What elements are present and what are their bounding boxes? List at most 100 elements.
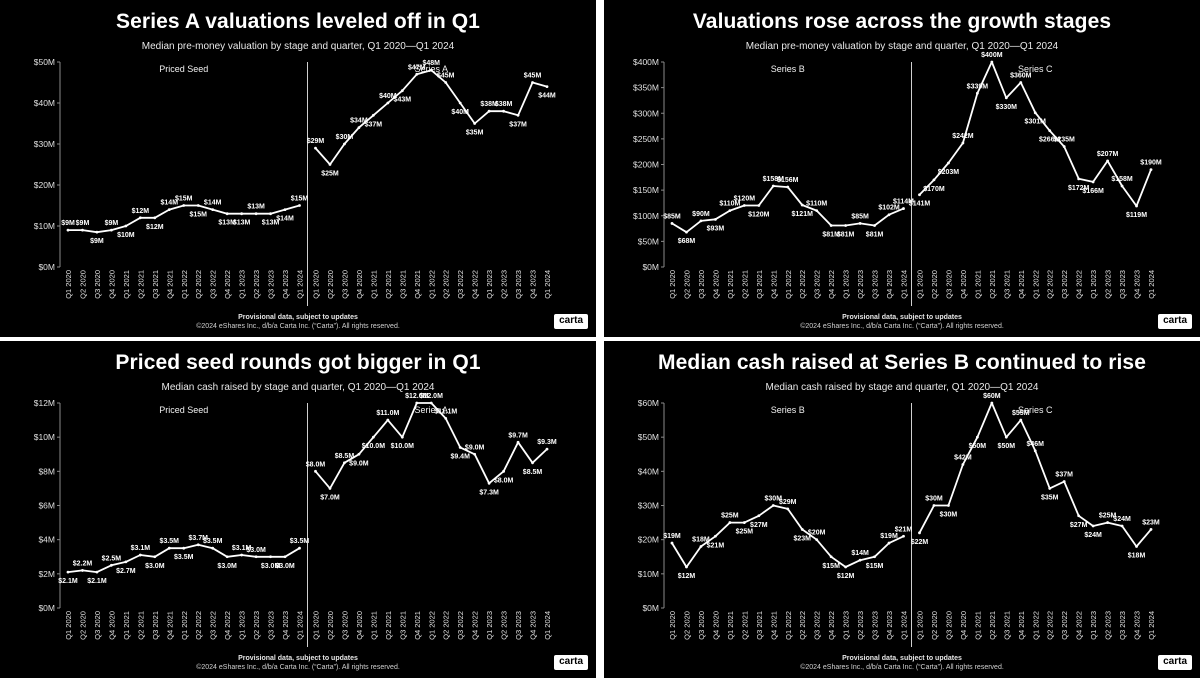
data-label: $3.0M [145, 563, 165, 570]
x-tick-label: Q1 2021 [122, 611, 131, 640]
data-point [328, 163, 332, 166]
data-point [1120, 184, 1124, 188]
data-label: $9M [105, 220, 119, 227]
data-label: $40M [451, 109, 469, 116]
x-tick-label: Q3 2023 [267, 611, 276, 640]
x-tick-label: Q1 2020 [64, 611, 73, 640]
x-tick-label: Q2 2022 [442, 611, 451, 640]
data-point [932, 504, 936, 507]
data-point [887, 541, 891, 545]
data-label: $242M [952, 133, 974, 140]
data-label: $3.0M [275, 563, 295, 570]
data-point [1106, 159, 1109, 163]
y-tick-label: $20M [34, 180, 55, 190]
x-tick-label: Q1 2022 [427, 270, 436, 299]
data-label: $2.1M [58, 578, 78, 585]
line-chart: $0M $2M $4M $6M $8M $10M $12M Priced Seed $2.1M Q… [34, 393, 557, 647]
data-point [473, 452, 477, 456]
series-line [314, 402, 548, 490]
data-label: $14M [851, 550, 869, 557]
x-tick-label: Q3 2023 [871, 270, 880, 299]
x-tick-label: Q2 2021 [136, 611, 145, 640]
data-point [947, 161, 950, 165]
x-tick-label: Q4 2021 [769, 270, 778, 299]
facet-label: Series A [414, 405, 448, 415]
data-point [167, 208, 171, 212]
x-tick-label: Q4 2020 [711, 270, 720, 299]
y-tick-label: $40M [638, 466, 659, 476]
data-label: $301M [1025, 119, 1047, 126]
carta-logo: carta [554, 314, 588, 329]
data-label: $8.5M [523, 469, 543, 476]
y-tick-label: $10M [34, 221, 55, 231]
data-point [771, 504, 775, 507]
chart-subtitle: Median cash raised by stage and quarter,… [765, 382, 1039, 393]
data-point [444, 81, 448, 84]
x-tick-label: Q2 2022 [1046, 611, 1055, 640]
y-tick-label: $0M [38, 603, 55, 613]
data-label: $120M [748, 212, 770, 219]
data-label: $339M [967, 83, 989, 90]
data-label: $90M [692, 211, 710, 218]
data-point [932, 178, 936, 182]
carta-logo: carta [554, 655, 588, 670]
data-point [124, 560, 128, 564]
x-tick-label: Q1 2020 [668, 611, 677, 640]
x-tick-label: Q3 2023 [514, 611, 523, 640]
data-point [531, 461, 534, 465]
data-label: $3.0M [217, 563, 237, 570]
data-label: $81M [866, 231, 884, 238]
x-tick-label: Q4 2022 [471, 611, 480, 640]
data-label: $22M [911, 539, 929, 546]
data-label: $35M [1041, 494, 1059, 501]
y-tick-label: $30M [34, 139, 55, 149]
data-label: $23M [1142, 519, 1160, 526]
x-tick-label: Q3 2020 [340, 611, 349, 640]
data-label: $7.3M [479, 489, 499, 496]
data-label: $12.0M [405, 393, 429, 400]
data-point [873, 555, 876, 559]
x-tick-label: Q1 2022 [427, 611, 436, 640]
x-tick-label: Q3 2020 [944, 270, 953, 299]
data-point [371, 113, 375, 117]
data-label: $9M [76, 220, 90, 227]
data-point [1077, 514, 1081, 518]
x-tick-label: Q2 2021 [740, 611, 749, 640]
data-point [357, 126, 361, 129]
data-label: $50M [969, 443, 987, 450]
facet-label: Series B [771, 64, 805, 74]
data-point [844, 565, 848, 569]
y-tick-label: $0M [642, 603, 659, 613]
data-point [153, 216, 157, 220]
data-point [81, 228, 84, 232]
facet-label: Series C [1018, 64, 1053, 74]
x-tick-label: Q4 2021 [413, 270, 422, 299]
data-label: $20M [808, 530, 826, 537]
data-point [1048, 487, 1052, 490]
data-label: $29M [307, 138, 325, 145]
chart-panel-growth-valuations: Valuations rose across the growth stages… [604, 0, 1200, 337]
x-tick-label: Q3 2021 [151, 611, 160, 640]
data-point [800, 203, 804, 207]
data-label: $27M [1070, 522, 1088, 529]
x-tick-label: Q1 2021 [369, 270, 378, 299]
data-point [670, 541, 674, 545]
data-label: $9.4M [450, 453, 470, 460]
chart-title: Priced seed rounds got bigger in Q1 [115, 351, 481, 374]
data-label: $42M [954, 455, 972, 462]
data-point [1149, 168, 1153, 172]
x-tick-label: Q1 2022 [1031, 611, 1040, 640]
data-point [124, 224, 128, 228]
x-tick-label: Q3 2023 [871, 611, 880, 640]
data-label: $360M [1010, 73, 1032, 80]
x-tick-label: Q3 2023 [514, 270, 523, 299]
data-label: $25M [1099, 513, 1117, 520]
x-tick-label: Q1 2020 [916, 270, 925, 299]
data-label: $15M [175, 196, 193, 203]
x-tick-label: Q2 2020 [683, 611, 692, 640]
copyright-note: ©2024 eShares Inc., d/b/a Carta Inc. (“C… [800, 664, 1004, 671]
data-point [699, 219, 703, 223]
data-point [961, 463, 965, 466]
x-tick-label: Q2 2021 [988, 611, 997, 640]
data-label: $3.5M [174, 554, 194, 561]
